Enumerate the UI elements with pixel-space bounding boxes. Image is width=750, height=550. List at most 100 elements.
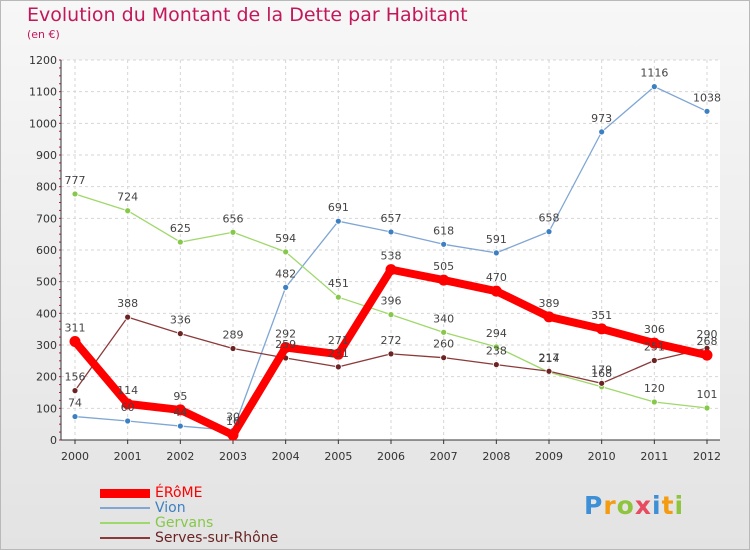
y-tick-label: 500: [36, 276, 57, 289]
x-tick-label: 2006: [377, 450, 405, 463]
y-tick-label: 600: [36, 244, 57, 257]
data-label: 259: [275, 338, 296, 351]
data-point: [282, 283, 290, 291]
legend-label: ÉRôME: [155, 485, 203, 501]
data-label: 618: [433, 224, 454, 237]
data-label: 74: [68, 397, 82, 410]
logo-letter: r: [603, 491, 617, 520]
data-point: [545, 228, 553, 236]
data-label: 60: [121, 401, 135, 414]
data-label: 351: [591, 309, 612, 322]
data-point: [334, 363, 342, 371]
data-point: [124, 417, 132, 425]
y-tick-label: 100: [36, 402, 57, 415]
y-tick-label: 1100: [29, 86, 57, 99]
data-point: [438, 274, 450, 286]
legend-swatch: [100, 522, 150, 524]
data-label: 268: [697, 335, 718, 348]
data-point: [545, 367, 553, 375]
data-label: 396: [381, 295, 402, 308]
x-tick-label: 2002: [166, 450, 194, 463]
data-label: 238: [486, 345, 507, 358]
data-label: 156: [65, 371, 86, 384]
x-tick-label: 2007: [430, 450, 458, 463]
data-point: [701, 349, 713, 361]
x-tick-label: 2005: [324, 450, 352, 463]
data-label: 16: [226, 415, 240, 428]
data-point: [703, 107, 711, 115]
y-tick-label: 800: [36, 181, 57, 194]
y-tick-label: 300: [36, 339, 57, 352]
y-tick-label: 700: [36, 212, 57, 225]
data-point: [598, 128, 606, 136]
data-point: [334, 293, 342, 301]
data-point: [492, 361, 500, 369]
x-tick-label: 2009: [535, 450, 563, 463]
data-label: 389: [539, 297, 560, 310]
data-label: 120: [644, 382, 665, 395]
data-point: [176, 238, 184, 246]
y-tick-label: 1200: [29, 54, 57, 67]
legend-label: Gervans: [155, 515, 214, 531]
x-tick-label: 2010: [588, 450, 616, 463]
data-point: [648, 337, 660, 349]
y-tick-label: 200: [36, 371, 57, 384]
data-label: 594: [275, 232, 296, 245]
data-label: 538: [381, 250, 402, 263]
x-tick-label: 2011: [640, 450, 668, 463]
data-point: [650, 83, 658, 90]
data-label: 294: [486, 327, 507, 340]
x-tick-label: 2004: [272, 450, 300, 463]
data-label: 1116: [640, 67, 668, 80]
x-tick-label: 2003: [219, 450, 247, 463]
legend-label: Vion: [155, 500, 186, 516]
data-point: [387, 311, 395, 319]
data-label: 657: [381, 212, 402, 225]
data-point: [124, 313, 132, 321]
data-label: 505: [433, 260, 454, 273]
y-tick-label: 1000: [29, 117, 57, 130]
legend-swatch: [100, 488, 150, 498]
y-tick-label: 400: [36, 307, 57, 320]
data-point: [69, 336, 81, 348]
data-label: 271: [328, 334, 349, 347]
data-label: 470: [486, 271, 507, 284]
logo-letter: i: [652, 491, 662, 520]
data-label: 114: [117, 384, 138, 397]
data-label: 217: [539, 351, 560, 364]
data-label: 724: [117, 191, 138, 204]
data-label: 340: [433, 312, 454, 325]
data-point: [122, 398, 134, 410]
data-label: 30: [226, 411, 240, 424]
data-label: 311: [65, 322, 86, 335]
data-label: 289: [223, 328, 244, 341]
legend-swatch: [100, 537, 150, 539]
data-point: [334, 217, 342, 225]
data-point: [543, 311, 555, 323]
data-point: [282, 248, 290, 256]
logo-letter: P: [584, 491, 604, 520]
data-label: 336: [170, 314, 191, 327]
data-label: 625: [170, 222, 191, 235]
x-tick-label: 2000: [61, 450, 89, 463]
data-point: [440, 354, 448, 362]
data-point: [492, 249, 500, 257]
data-point: [229, 228, 237, 236]
data-label: 658: [539, 212, 560, 225]
data-point: [598, 379, 606, 387]
data-label: 168: [591, 367, 612, 380]
data-point: [492, 343, 500, 351]
data-label: 482: [275, 267, 296, 280]
data-point: [176, 422, 184, 430]
legend-swatch: [100, 507, 150, 509]
y-tick-label: 0: [50, 434, 57, 447]
data-label: 306: [644, 323, 665, 336]
data-point: [176, 330, 184, 338]
data-label: 591: [486, 233, 507, 246]
y-tick-label: 900: [36, 149, 57, 162]
data-point: [387, 350, 395, 358]
data-label: 1038: [693, 91, 721, 104]
data-point: [650, 357, 658, 364]
data-label: 179: [591, 363, 612, 376]
data-label: 973: [591, 112, 612, 125]
